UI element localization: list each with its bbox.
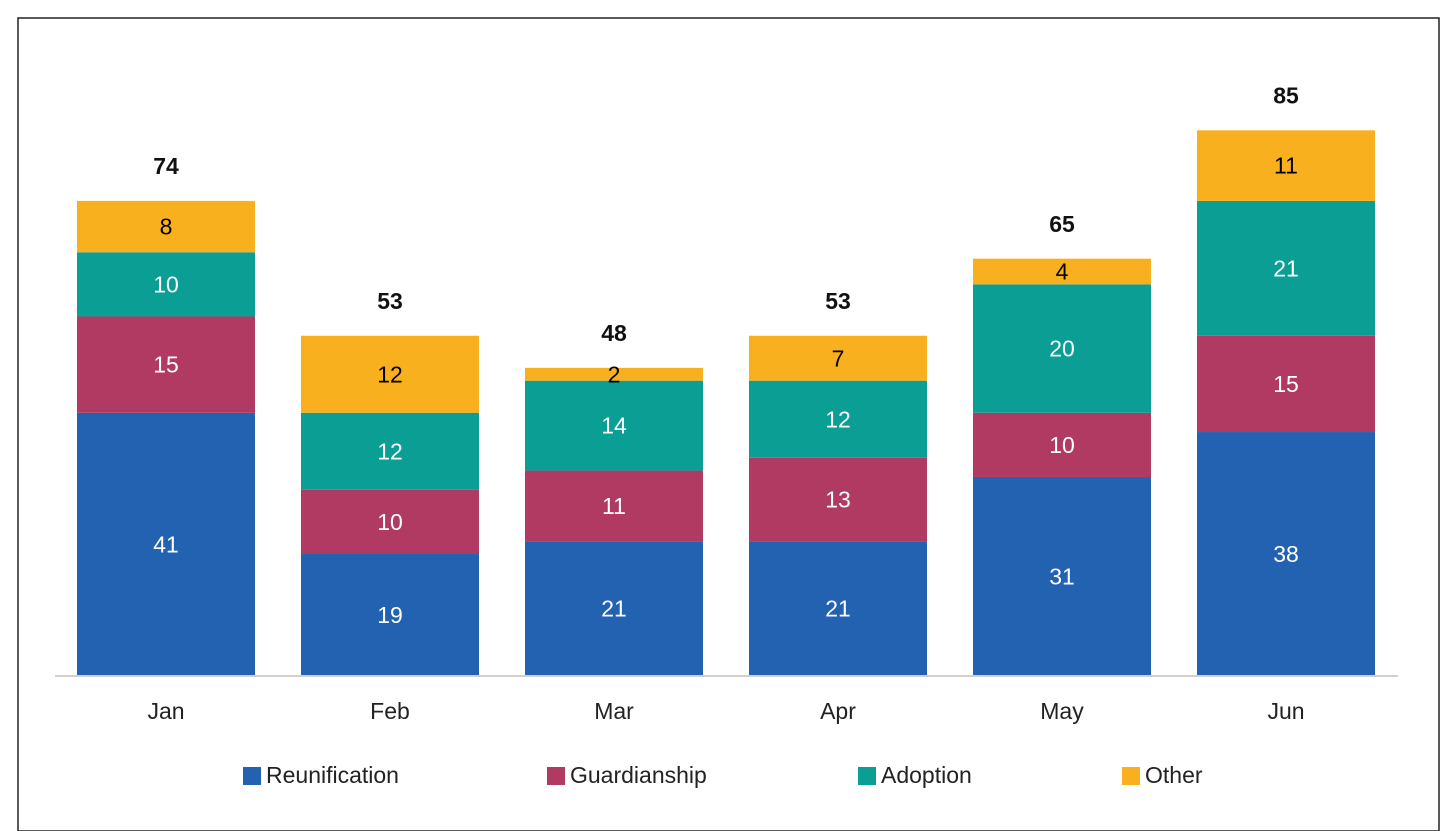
segment-label: 12: [377, 361, 403, 387]
bar-segment: [77, 200, 255, 253]
bar-segment: [749, 457, 927, 542]
legend-label: Guardianship: [570, 762, 707, 788]
bar-segment: [973, 258, 1151, 285]
segment-label: 12: [377, 438, 403, 464]
segment-label: 31: [1049, 564, 1075, 590]
segment-label: 21: [1273, 255, 1299, 281]
segment-label: 8: [160, 214, 173, 240]
segment-label: 21: [601, 596, 627, 622]
bar-segment: [77, 412, 255, 676]
bar-segment: [301, 554, 479, 676]
segment-label: 19: [377, 602, 403, 628]
x-tick-label: Jan: [147, 698, 184, 724]
bar-segment: [525, 380, 703, 471]
x-tick-label: May: [1040, 698, 1084, 724]
bar-segment: [973, 284, 1151, 413]
bar-segment: [525, 541, 703, 676]
bar-segment: [525, 470, 703, 542]
segment-label: 13: [825, 487, 851, 513]
x-tick-label: Apr: [820, 698, 856, 724]
bar-segment: [301, 335, 479, 413]
bar-segment: [1197, 130, 1375, 201]
bar-segment: [749, 380, 927, 458]
bar-segment: [749, 335, 927, 381]
legend-swatch: [243, 767, 261, 785]
bar-segment: [973, 476, 1151, 676]
segment-label: 21: [825, 596, 851, 622]
segment-label: 10: [377, 509, 403, 535]
bar-segment: [301, 412, 479, 490]
x-tick-label: Jun: [1267, 698, 1304, 724]
total-label: 74: [153, 153, 179, 179]
legend-swatch: [547, 767, 565, 785]
segment-label: 15: [1273, 371, 1299, 397]
segment-label: 10: [153, 271, 179, 297]
bar-segment: [301, 489, 479, 555]
x-tick-label: Mar: [594, 698, 634, 724]
segment-label: 11: [602, 493, 626, 519]
segment-label: 7: [832, 345, 845, 371]
segment-label: 11: [1274, 153, 1298, 179]
bar-segment: [749, 541, 927, 676]
bar-segment: [77, 252, 255, 317]
segment-label: 10: [1049, 432, 1075, 458]
legend-label: Adoption: [881, 762, 972, 788]
chart-frame: [17, 17, 1440, 831]
total-label: 48: [601, 320, 627, 346]
bar-segment: [77, 316, 255, 413]
segment-label: 38: [1273, 541, 1299, 567]
bar-segment: [1197, 200, 1375, 336]
segment-label: 12: [825, 406, 851, 432]
total-label: 53: [825, 288, 851, 314]
segment-label: 41: [153, 531, 179, 557]
bar-segment: [525, 367, 703, 381]
legend-swatch: [858, 767, 876, 785]
segment-label: 2: [608, 361, 621, 387]
total-label: 85: [1273, 82, 1299, 108]
segment-label: 4: [1056, 259, 1069, 285]
segment-label: 14: [601, 413, 627, 439]
x-tick-label: Feb: [370, 698, 410, 724]
bar-segment: [1197, 335, 1375, 433]
legend-swatch: [1122, 767, 1140, 785]
segment-label: 15: [153, 352, 179, 378]
total-label: 53: [377, 288, 403, 314]
segment-label: 20: [1049, 336, 1075, 362]
legend-label: Reunification: [266, 762, 399, 788]
legend-label: Other: [1145, 762, 1203, 788]
total-label: 65: [1049, 211, 1075, 237]
bar-segment: [973, 412, 1151, 477]
bar-segment: [1197, 432, 1375, 676]
